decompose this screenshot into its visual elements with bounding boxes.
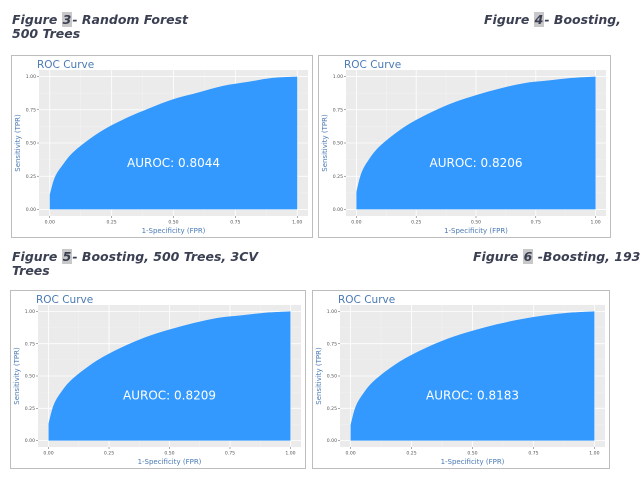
figure-caption-5: Figure 5- Boosting, 500 Trees, 3CV Trees — [12, 249, 259, 278]
x-axis-label: 1-Specificity (FPR) — [441, 458, 505, 466]
roc-chart-4: ROC Curve 0.00 0.25 0.50 0.75 1.00 0.00 0.25 0.5… — [315, 294, 605, 466]
x-tick-label: 0.00 — [45, 220, 55, 226]
x-tick-label: 0.50 — [168, 220, 178, 226]
y-tick-label: 0.25 — [327, 406, 337, 412]
y-tick-label: 1.00 — [327, 309, 337, 315]
roc-chart-panel-4: ROC Curve 0.00 0.25 0.50 0.75 1.00 0.00 0.25 0.5… — [312, 290, 610, 469]
x-tick-label: 1.00 — [285, 451, 295, 457]
y-axis-label: Sensitivity (TPR) — [13, 347, 21, 405]
x-tick-label: 0.75 — [531, 220, 541, 226]
caption-text-line2: 500 Trees — [12, 26, 81, 41]
x-tick-label: 1.00 — [292, 220, 302, 226]
y-tick-label: 0.00 — [25, 438, 35, 444]
x-tick-label: 0.25 — [411, 220, 421, 226]
roc-area — [48, 311, 291, 441]
chart-title: ROC Curve — [36, 294, 93, 306]
caption-prefix: Figure — [473, 249, 523, 264]
y-tick-label: 0.50 — [25, 374, 35, 380]
y-tick-label: 0.75 — [333, 107, 343, 113]
x-tick-label: 0.50 — [471, 220, 481, 226]
y-tick-label: 0.00 — [333, 207, 343, 213]
chart-title: ROC Curve — [338, 294, 395, 306]
roc-area — [350, 311, 595, 441]
caption-text-line2: Trees — [12, 263, 50, 278]
caption-number: 5 — [61, 249, 73, 264]
y-tick-label: 0.00 — [327, 438, 337, 444]
x-tick-label: 0.75 — [230, 220, 240, 226]
auroc-annotation: AUROC: 0.8183 — [426, 388, 519, 402]
roc-chart-panel-3: ROC Curve 0.00 0.25 0.50 0.75 1.00 0.00 0.25 0.5… — [10, 290, 306, 469]
x-tick-label: 1.00 — [590, 220, 600, 226]
y-tick-label: 1.00 — [333, 74, 343, 80]
x-tick-label: 0.50 — [164, 451, 174, 457]
x-tick-label: 0.00 — [345, 451, 355, 457]
y-tick-label: 1.00 — [26, 74, 36, 80]
y-tick-label: 0.75 — [327, 341, 337, 347]
roc-chart-2: ROC Curve 0.00 0.25 0.50 0.75 1.00 0.00 0.25 0.5… — [321, 59, 606, 235]
x-tick-label: 0.00 — [351, 220, 361, 226]
roc-chart-panel-1: ROC Curve 0.00 0.25 0.50 0.75 1.00 0.00 0.25 0.5… — [11, 55, 313, 238]
roc-area — [356, 76, 596, 210]
caption-text: -Boosting, 193 — [533, 249, 641, 264]
y-tick-label: 0.25 — [333, 174, 343, 180]
caption-prefix: Figure — [12, 12, 62, 27]
y-tick-label: 1.00 — [25, 309, 35, 315]
roc-area — [49, 76, 298, 210]
figure-caption-4: Figure 4- Boosting, — [484, 12, 621, 27]
y-tick-label: 0.75 — [26, 107, 36, 113]
x-tick-label: 0.00 — [43, 451, 53, 457]
x-tick-label: 0.25 — [104, 451, 114, 457]
caption-text: - Random Forest — [72, 12, 188, 27]
y-tick-label: 0.50 — [327, 374, 337, 380]
x-tick-label: 0.50 — [467, 451, 477, 457]
y-axis-label: Sensitivity (TPR) — [315, 347, 323, 405]
caption-number: 3 — [61, 12, 73, 27]
y-tick-label: 0.50 — [26, 141, 36, 147]
x-tick-label: 1.00 — [589, 451, 599, 457]
caption-prefix: Figure — [484, 12, 534, 27]
caption-number: 4 — [533, 12, 545, 27]
roc-chart-1: ROC Curve 0.00 0.25 0.50 0.75 1.00 0.00 0.25 0.5… — [14, 59, 308, 235]
roc-chart-panel-2: ROC Curve 0.00 0.25 0.50 0.75 1.00 0.00 0.25 0.5… — [318, 55, 611, 238]
y-tick-label: 0.25 — [25, 406, 35, 412]
caption-prefix: Figure — [12, 249, 62, 264]
roc-chart-3: ROC Curve 0.00 0.25 0.50 0.75 1.00 0.00 0.25 0.5… — [13, 294, 301, 466]
y-axis-label: Sensitivity (TPR) — [321, 114, 329, 172]
figure-caption-6: Figure 6 -Boosting, 193 — [473, 249, 641, 264]
figure-caption-3: Figure 3- Random Forest 500 Trees — [12, 12, 188, 41]
x-axis-label: 1-Specificity (FPR) — [142, 227, 206, 235]
caption-number: 6 — [522, 249, 534, 264]
y-axis-label: Sensitivity (TPR) — [14, 114, 22, 172]
y-tick-label: 0.00 — [26, 207, 36, 213]
auroc-annotation: AUROC: 0.8206 — [430, 156, 523, 170]
y-tick-label: 0.50 — [333, 141, 343, 147]
caption-text: - Boosting, — [544, 12, 621, 27]
auroc-annotation: AUROC: 0.8044 — [127, 156, 220, 170]
x-tick-label: 0.25 — [107, 220, 117, 226]
x-axis-label: 1-Specificity (FPR) — [444, 227, 508, 235]
x-tick-label: 0.25 — [406, 451, 416, 457]
chart-title: ROC Curve — [344, 59, 401, 71]
x-axis-label: 1-Specificity (FPR) — [138, 458, 202, 466]
y-tick-label: 0.25 — [26, 174, 36, 180]
x-tick-label: 0.75 — [225, 451, 235, 457]
auroc-annotation: AUROC: 0.8209 — [123, 388, 216, 402]
x-tick-label: 0.75 — [528, 451, 538, 457]
chart-title: ROC Curve — [37, 59, 94, 71]
caption-text: - Boosting, 500 Trees, 3CV — [72, 249, 259, 264]
y-tick-label: 0.75 — [25, 341, 35, 347]
